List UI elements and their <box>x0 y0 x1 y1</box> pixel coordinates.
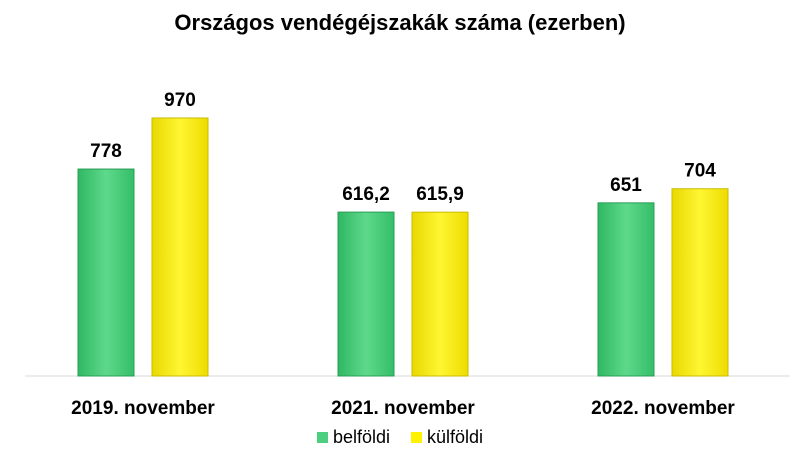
bar-külföldi-2 <box>671 188 729 377</box>
legend-label-belfoldi: belföldi <box>332 427 390 447</box>
bar-külföldi-1 <box>411 211 469 377</box>
data-label-külföldi-1: 615,9 <box>416 184 464 205</box>
legend: belföldi külföldi <box>0 427 800 448</box>
category-label-0: 2019. november <box>71 398 215 419</box>
category-label-1: 2021. november <box>331 398 475 419</box>
data-label-belföldi-2: 651 <box>610 175 642 196</box>
bar-belföldi-2 <box>597 202 655 377</box>
legend-item-kulfoldi: külföldi <box>411 427 483 448</box>
data-label-külföldi-2: 704 <box>684 161 716 182</box>
data-label-belföldi-1: 616,2 <box>342 184 390 205</box>
bar-külföldi-0 <box>151 117 209 377</box>
bar-belföldi-1 <box>337 211 395 377</box>
legend-item-belfoldi: belföldi <box>316 427 390 448</box>
data-label-belföldi-0: 778 <box>90 141 122 162</box>
legend-swatch-belfoldi <box>316 432 328 443</box>
data-label-külföldi-0: 970 <box>164 90 196 111</box>
legend-label-kulfoldi: külföldi <box>427 427 484 447</box>
category-label-2: 2022. november <box>591 398 735 419</box>
chart-title: Országos vendégéjszakák száma (ezerben) <box>174 10 626 35</box>
legend-swatch-kulfoldi <box>411 432 423 443</box>
bar-belföldi-0 <box>77 168 135 377</box>
